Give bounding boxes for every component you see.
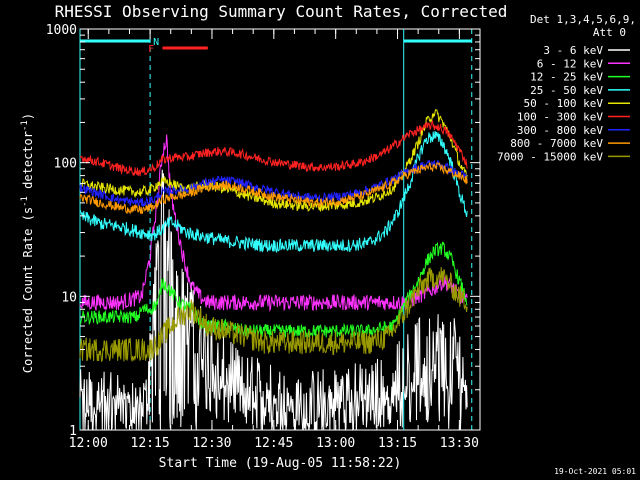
y-axis-label-part: ) bbox=[21, 113, 35, 120]
chart-title: RHESSI Observing Summary Count Rates, Co… bbox=[55, 2, 508, 21]
legend-entry-label: 300 - 800 keV bbox=[517, 124, 603, 137]
x-tick-label: 13:00 bbox=[316, 436, 355, 451]
y-tick-label: 10 bbox=[61, 290, 77, 305]
plot-area: NF 1 10 100 1000 12:00 12:15 12:30 12:45 13:00 13:… bbox=[46, 23, 481, 451]
y-axis-label: Corrected Count Rate (s-1 detector-1) bbox=[20, 113, 35, 373]
legend-entry-label: 25 - 50 keV bbox=[530, 84, 603, 97]
series-line bbox=[79, 119, 468, 177]
legend-entry-label: 12 - 25 keV bbox=[530, 71, 603, 84]
footer-timestamp: 19-Oct-2021 05:01 bbox=[554, 467, 636, 476]
series-line bbox=[79, 241, 468, 338]
legend-header-attenuator: Att 0 bbox=[593, 26, 626, 39]
y-axis-label-exponent: -1 bbox=[20, 196, 30, 207]
legend-entry-label: 6 - 12 keV bbox=[537, 57, 604, 70]
series-line bbox=[79, 169, 468, 431]
y-tick-label: 1 bbox=[69, 424, 77, 439]
x-tick-label: 12:45 bbox=[254, 436, 293, 451]
x-axis-label: Start Time (19-Aug-05 11:58:22) bbox=[159, 456, 402, 471]
legend-entry-label: 50 - 100 keV bbox=[524, 97, 604, 110]
x-tick-label: 12:15 bbox=[131, 436, 170, 451]
y-axis-label-exponent: -1 bbox=[20, 120, 30, 131]
x-tick-label: 12:00 bbox=[69, 436, 108, 451]
annotation-letter: N bbox=[153, 37, 159, 48]
x-tick-label: 13:30 bbox=[440, 436, 479, 451]
y-tick-label: 100 bbox=[54, 157, 77, 172]
legend-entry-label: 7000 - 15000 keV bbox=[497, 150, 603, 163]
y-axis-label-part: Corrected Count Rate (s bbox=[21, 207, 35, 373]
y-tick-label: 1000 bbox=[46, 23, 77, 38]
legend-entry-label: 800 - 7000 keV bbox=[510, 137, 603, 150]
legend-entry-label: 3 - 6 keV bbox=[543, 44, 603, 57]
annotation-letter: F bbox=[148, 44, 154, 55]
legend-header-detectors: Det 1,3,4,5,6,9, bbox=[530, 13, 636, 26]
y-axis-label-part: detector bbox=[21, 131, 35, 196]
x-tick-label: 12:30 bbox=[192, 436, 231, 451]
series-line bbox=[79, 131, 468, 254]
series-line bbox=[79, 266, 468, 363]
series-line bbox=[79, 162, 468, 215]
x-tick-label: 13:15 bbox=[378, 436, 417, 451]
legend-entry-label: 100 - 300 keV bbox=[517, 111, 603, 124]
